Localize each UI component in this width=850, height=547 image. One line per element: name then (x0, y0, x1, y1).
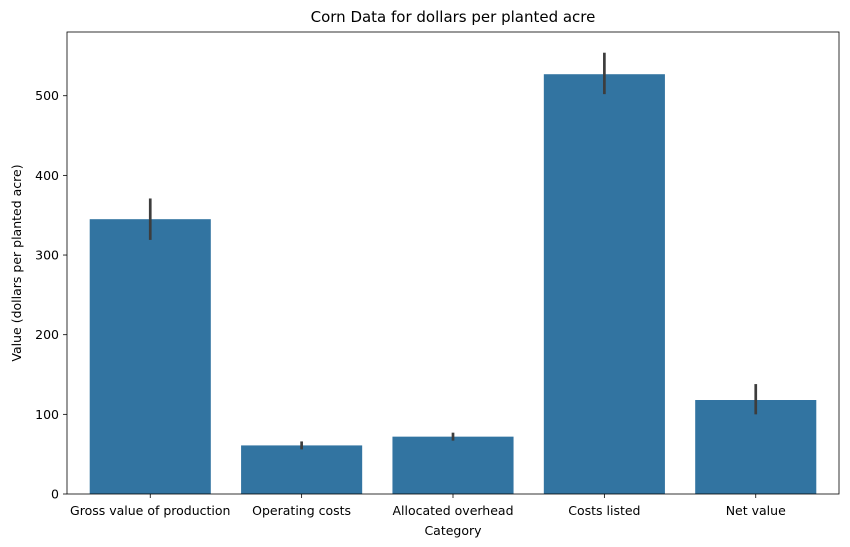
error-bars-layer (148, 52, 758, 450)
bar (695, 400, 817, 494)
x-tick-label: Costs listed (568, 503, 640, 518)
bar (241, 445, 363, 494)
bar (89, 219, 211, 495)
bar (543, 74, 665, 495)
x-axis-label: Category (424, 523, 482, 538)
y-tick-label: 100 (35, 407, 59, 422)
y-tick-label: 500 (35, 88, 59, 103)
bar (392, 436, 514, 494)
y-tick-label: 0 (51, 487, 59, 502)
x-tick-label: Allocated overhead (392, 503, 513, 518)
y-tick-label: 300 (35, 248, 59, 263)
y-tick-label: 400 (35, 168, 59, 183)
chart-title: Corn Data for dollars per planted acre (311, 8, 596, 26)
x-tick-label: Net value (726, 503, 786, 518)
x-tick-label: Operating costs (252, 503, 351, 518)
y-axis-label: Value (dollars per planted acre) (9, 164, 24, 361)
bars-layer (89, 74, 817, 495)
x-tick-label: Gross value of production (70, 503, 230, 518)
x-axis: Gross value of production Operating costs… (70, 494, 786, 518)
y-axis: 0 100 200 300 400 500 (35, 88, 67, 502)
y-tick-label: 200 (35, 327, 59, 342)
